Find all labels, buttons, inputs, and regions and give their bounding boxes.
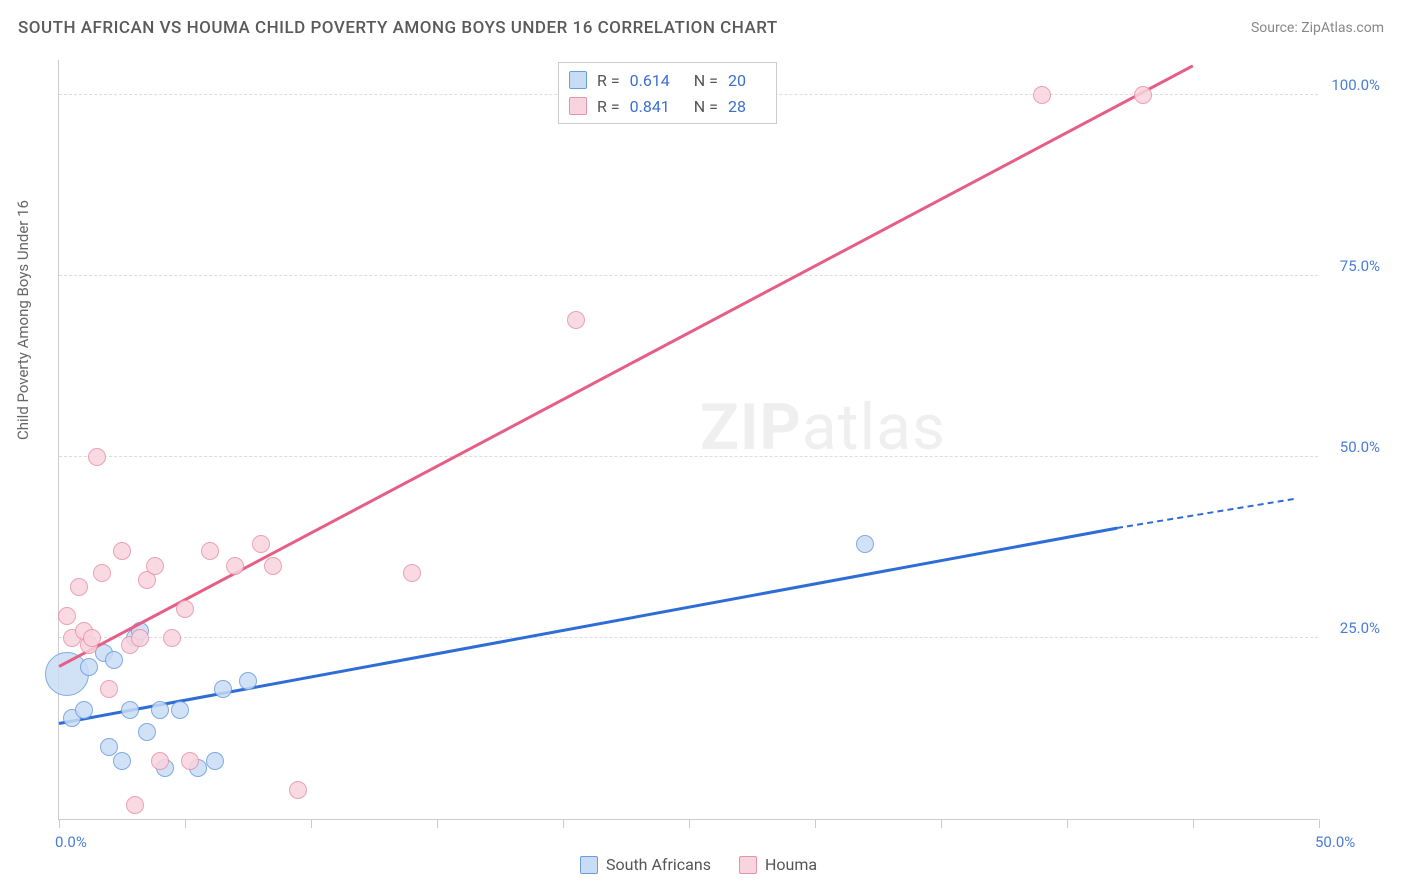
swatch-icon [569, 97, 587, 115]
data-point [121, 701, 139, 719]
x-tick [1193, 819, 1194, 828]
r-value: 0.614 [630, 71, 684, 90]
chart-area: 25.0%50.0%75.0%100.0%0.0%50.0% R = 0.614… [58, 60, 1318, 820]
x-tick [311, 819, 312, 828]
x-tick [1319, 819, 1320, 828]
legend-item: Houma [739, 855, 817, 874]
x-tick-label: 0.0% [55, 833, 87, 851]
data-point [239, 672, 257, 690]
r-value: 0.841 [630, 97, 684, 116]
data-point [113, 752, 131, 770]
data-point [264, 557, 282, 575]
data-point [163, 629, 181, 647]
trend-line [58, 64, 1193, 667]
data-point [70, 578, 88, 596]
data-point [201, 542, 219, 560]
source-attribution: Source: ZipAtlas.com [1251, 20, 1384, 36]
n-value: 20 [728, 71, 760, 90]
x-tick [563, 819, 564, 828]
data-point [151, 701, 169, 719]
data-point [176, 600, 194, 618]
data-point [80, 658, 98, 676]
x-tick [815, 819, 816, 828]
x-tick [1067, 819, 1068, 828]
n-value: 28 [728, 97, 760, 116]
data-point [126, 796, 144, 814]
data-point [567, 311, 585, 329]
y-tick-label: 25.0% [1340, 619, 1380, 637]
r-label: R = [597, 97, 620, 116]
data-point [93, 564, 111, 582]
swatch-icon [739, 856, 757, 874]
x-tick [185, 819, 186, 828]
data-point [226, 557, 244, 575]
data-point [100, 680, 118, 698]
stats-row-series-2: R = 0.841 N = 28 [569, 93, 760, 119]
stats-legend-box: R = 0.614 N = 20 R = 0.841 N = 28 [558, 62, 777, 124]
source-label: Source: [1251, 20, 1298, 36]
data-point [131, 629, 149, 647]
legend-label: Houma [765, 855, 817, 874]
data-point [105, 651, 123, 669]
data-point [171, 701, 189, 719]
data-point [1033, 86, 1051, 104]
data-point [1134, 86, 1152, 104]
data-point [403, 564, 421, 582]
data-point [206, 752, 224, 770]
trend-line-dashed [1117, 499, 1294, 530]
y-axis-label: Child Poverty Among Boys Under 16 [14, 200, 32, 440]
chart-container: SOUTH AFRICAN VS HOUMA CHILD POVERTY AMO… [0, 0, 1406, 892]
bottom-legend: South Africans Houma [580, 855, 817, 874]
source-link[interactable]: ZipAtlas.com [1301, 20, 1384, 36]
swatch-icon [569, 71, 587, 89]
legend-label: South Africans [606, 855, 711, 874]
x-tick [941, 819, 942, 828]
data-point [151, 752, 169, 770]
data-point [138, 723, 156, 741]
data-point [146, 557, 164, 575]
plot-region: 25.0%50.0%75.0%100.0%0.0%50.0% [58, 60, 1318, 820]
data-point [856, 535, 874, 553]
data-point [252, 535, 270, 553]
x-tick [437, 819, 438, 828]
y-tick-label: 100.0% [1331, 76, 1380, 94]
n-label: N = [694, 97, 718, 116]
x-tick [59, 819, 60, 828]
x-tick [689, 819, 690, 828]
data-point [88, 448, 106, 466]
grid-line [59, 637, 1318, 638]
y-tick-label: 50.0% [1340, 438, 1380, 456]
data-point [214, 680, 232, 698]
data-point [113, 542, 131, 560]
x-tick-label: 50.0% [1315, 833, 1355, 851]
chart-title: SOUTH AFRICAN VS HOUMA CHILD POVERTY AMO… [18, 18, 778, 38]
data-point [181, 752, 199, 770]
grid-line [59, 456, 1318, 457]
n-label: N = [694, 71, 718, 90]
data-point [75, 701, 93, 719]
r-label: R = [597, 71, 620, 90]
data-point [45, 652, 89, 696]
stats-row-series-1: R = 0.614 N = 20 [569, 67, 760, 93]
data-point [58, 607, 76, 625]
data-point [83, 629, 101, 647]
data-point [289, 781, 307, 799]
y-tick-label: 75.0% [1340, 257, 1380, 275]
legend-item: South Africans [580, 855, 711, 874]
swatch-icon [580, 856, 598, 874]
grid-line [59, 275, 1318, 276]
